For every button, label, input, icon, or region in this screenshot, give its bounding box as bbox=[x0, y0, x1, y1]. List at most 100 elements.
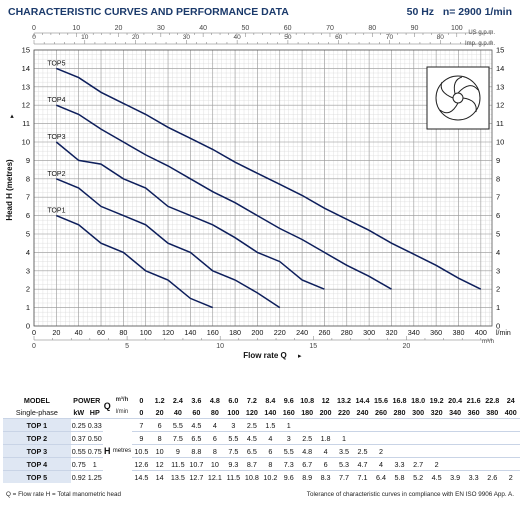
model-header: MODEL bbox=[23, 395, 50, 405]
series-label-top3: TOP3 bbox=[47, 134, 65, 141]
q-lmin-cell: 0 bbox=[139, 407, 144, 417]
y-tick-label: 10 bbox=[22, 138, 30, 147]
x-tick-label: 60 bbox=[97, 328, 105, 337]
head-cell: 8.7 bbox=[242, 457, 262, 471]
q-m3h-cell: 24 bbox=[506, 395, 515, 405]
q-m3h-cell: 19.2 bbox=[429, 395, 444, 405]
q-lmin-cell: 280 bbox=[393, 407, 406, 417]
q-lmin-cell: 400 bbox=[504, 407, 517, 417]
head-cell bbox=[408, 431, 428, 445]
kw-cell: 0.37 bbox=[70, 431, 87, 445]
q-lmin-cell: 220 bbox=[337, 407, 350, 417]
y-tick-label: 4 bbox=[26, 248, 30, 257]
head-cell: 3.3 bbox=[464, 470, 483, 483]
model-cell: TOP 4 bbox=[3, 457, 71, 471]
head-cell: 8 bbox=[205, 444, 225, 458]
head-cell: 6.4 bbox=[371, 470, 391, 483]
y-tick-label: 14 bbox=[22, 64, 30, 73]
m3h-tick-label: 0 bbox=[32, 343, 36, 350]
head-cell bbox=[482, 431, 502, 445]
head-cell: 8.3 bbox=[316, 470, 335, 483]
q-lmin-cell: 340 bbox=[449, 407, 462, 417]
head-cell: 9 bbox=[168, 444, 188, 458]
y-tick-label: 1 bbox=[496, 303, 500, 312]
head-cell bbox=[482, 444, 502, 458]
head-cell: 8 bbox=[150, 431, 169, 445]
head-cell: 3.5 bbox=[334, 444, 354, 458]
head-cell bbox=[334, 418, 354, 432]
x-tick-label: 180 bbox=[229, 328, 241, 337]
y-tick-label: 3 bbox=[26, 266, 30, 275]
q-m3h-cell: 0 bbox=[139, 395, 144, 405]
y-tick-label: 13 bbox=[496, 82, 504, 91]
power-header: POWER bbox=[73, 395, 101, 405]
q-m3h-cell: 1.2 bbox=[154, 395, 165, 405]
x-tick-label: 360 bbox=[430, 328, 442, 337]
hp-cell: 0.50 bbox=[86, 431, 103, 445]
y-tick-label: 14 bbox=[496, 64, 504, 73]
m3h-unit-label: m³/h bbox=[482, 339, 494, 345]
head-cell: 7.5 bbox=[224, 444, 243, 458]
x-unit-label: l/min bbox=[496, 330, 511, 337]
head-cell: 4 bbox=[261, 431, 280, 445]
head-cell: 10.2 bbox=[261, 470, 280, 483]
head-cell: 2.5 bbox=[353, 444, 372, 458]
x-tick-label: 40 bbox=[75, 328, 83, 337]
series-label-top1: TOP1 bbox=[47, 208, 65, 215]
head-cell: 11.5 bbox=[168, 457, 188, 471]
q-m3h-cell: 15.6 bbox=[374, 395, 389, 405]
y-axis-arrow: ▴ bbox=[10, 113, 14, 120]
frequency-label: 50 Hz bbox=[406, 6, 435, 18]
head-cell: 6 bbox=[205, 431, 225, 445]
series-label-top2: TOP2 bbox=[47, 171, 65, 178]
head-cell bbox=[445, 418, 465, 432]
q-m3h-cell: 9.6 bbox=[283, 395, 294, 405]
head-cell bbox=[427, 418, 446, 432]
q-lmin-cell: 260 bbox=[375, 407, 388, 417]
head-cell bbox=[316, 418, 335, 432]
q-m3h-cell: 12 bbox=[321, 395, 330, 405]
head-cell: 7.5 bbox=[168, 431, 188, 445]
lmin-label: l/min bbox=[115, 408, 129, 415]
head-cell: 2.5 bbox=[297, 431, 317, 445]
impeller-icon bbox=[426, 66, 490, 130]
head-cell bbox=[445, 457, 465, 471]
head-cell: 2.7 bbox=[408, 457, 428, 471]
q-m3h-cell: 7.2 bbox=[246, 395, 257, 405]
x-tick-label: 400 bbox=[475, 328, 487, 337]
y-tick-label: 2 bbox=[496, 285, 500, 294]
head-cell: 1.5 bbox=[261, 418, 280, 432]
head-cell: 8 bbox=[261, 457, 280, 471]
imp-tick-label: 60 bbox=[335, 34, 343, 41]
series-line-top1 bbox=[56, 214, 213, 309]
head-cell bbox=[464, 457, 483, 471]
q-m3h-cell: 13.2 bbox=[336, 395, 351, 405]
y-axis-label: Head H (metres) bbox=[5, 159, 14, 221]
kw-cell: 0.55 bbox=[70, 444, 87, 458]
head-cell: 6 bbox=[316, 457, 335, 471]
x-tick-label: 240 bbox=[296, 328, 308, 337]
head-cell bbox=[464, 444, 483, 458]
page-title: CHARACTERISTIC CURVES AND PERFORMANCE DA… bbox=[8, 6, 289, 18]
q-lmin-cell: 160 bbox=[282, 407, 295, 417]
imp-tick-label: 30 bbox=[183, 34, 191, 41]
x-axis-label: Flow rate Q bbox=[243, 351, 287, 360]
head-cell bbox=[371, 431, 391, 445]
series-label-top5: TOP5 bbox=[47, 60, 65, 67]
footer-tolerance: Tolerance of characteristic curves in co… bbox=[306, 491, 514, 498]
q-m3h-cell: 16.8 bbox=[392, 395, 407, 405]
series-line-top3 bbox=[55, 141, 325, 290]
y-tick-label: 4 bbox=[496, 248, 500, 257]
q-m3h-cell: 8.4 bbox=[265, 395, 276, 405]
series-line-top5 bbox=[56, 67, 482, 290]
x-tick-label: 280 bbox=[341, 328, 353, 337]
us-tick-label: 60 bbox=[284, 25, 292, 32]
head-cell: 7.3 bbox=[279, 457, 298, 471]
head-cell: 1 bbox=[279, 418, 298, 432]
hp-cell: 1 bbox=[86, 457, 103, 471]
m3h-tick-label: 20 bbox=[402, 343, 410, 350]
hp-cell: 0.75 bbox=[86, 444, 103, 458]
kw-cell: 0.92 bbox=[70, 470, 87, 483]
